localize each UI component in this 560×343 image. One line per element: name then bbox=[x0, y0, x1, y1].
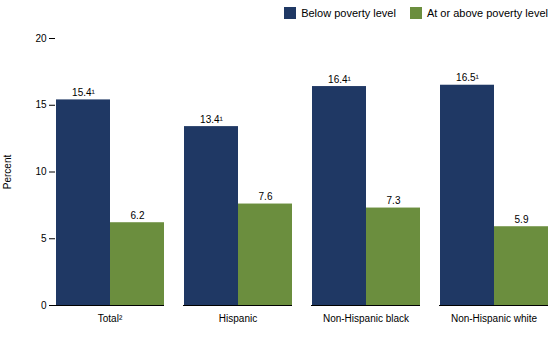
html-text:At or above poverty level: At or above poverty level bbox=[426, 7, 548, 19]
svg-text:5.9: 5.9 bbox=[515, 214, 529, 225]
svg-text:7.6: 7.6 bbox=[259, 191, 273, 202]
svg-text:15: 15 bbox=[35, 99, 47, 110]
svg-text:Hispanic: Hispanic bbox=[219, 313, 257, 324]
svg-text:5: 5 bbox=[41, 233, 47, 244]
svg-text:15.4¹: 15.4¹ bbox=[72, 87, 95, 98]
svg-text:20: 20 bbox=[35, 33, 47, 44]
svg-text:16.4¹: 16.4¹ bbox=[328, 74, 351, 85]
svg-text:13.4¹: 13.4¹ bbox=[200, 114, 223, 125]
html-text:Below poverty level: Below poverty level bbox=[301, 7, 396, 19]
svg-text:Percent: Percent bbox=[2, 155, 13, 190]
svg-text:Total²: Total² bbox=[98, 313, 123, 324]
svg-text:7.3: 7.3 bbox=[387, 195, 401, 206]
svg-text:16.5¹: 16.5¹ bbox=[456, 72, 479, 83]
svg-text:6.2: 6.2 bbox=[131, 210, 145, 221]
svg-text:Non-Hispanic black: Non-Hispanic black bbox=[323, 313, 410, 324]
svg-text:10: 10 bbox=[35, 166, 47, 177]
svg-text:0: 0 bbox=[41, 300, 47, 311]
svg-text:Non-Hispanic white: Non-Hispanic white bbox=[451, 313, 538, 324]
